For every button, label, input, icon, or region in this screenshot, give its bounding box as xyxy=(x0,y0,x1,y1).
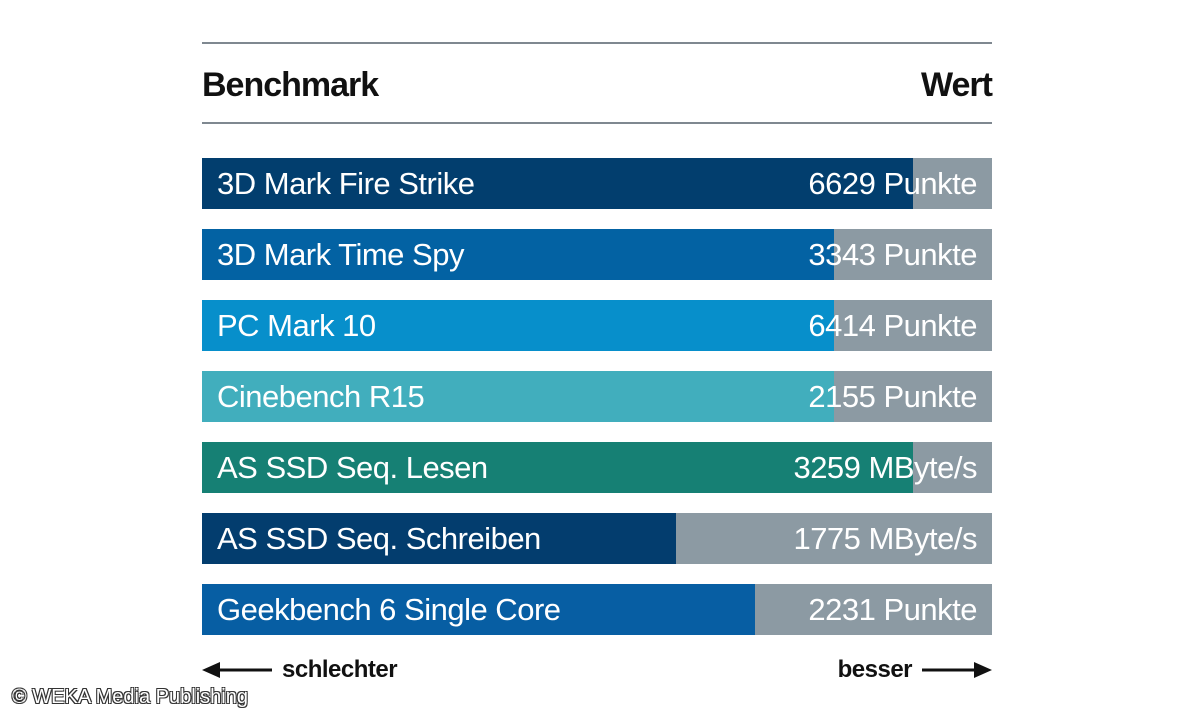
arrow-right-icon xyxy=(922,662,992,678)
bar-label: 3D Mark Time Spy xyxy=(217,236,464,272)
bars-container: 3D Mark Fire Strike 6629 Punkte 3D Mark Ti… xyxy=(202,158,992,635)
chart-header: Benchmark Wert xyxy=(202,44,993,122)
bar-row: Cinebench R15 2155 Punkte xyxy=(202,371,992,422)
bar-fill xyxy=(202,513,676,564)
bar-value: 1775 MByte/s xyxy=(793,520,977,556)
footer-legend: schlechter besser xyxy=(202,652,992,688)
benchmark-chart: Benchmark Wert 3D Mark Fire Strike 6629 P… xyxy=(202,42,993,655)
arrow-left-icon xyxy=(202,662,272,678)
bar-row: PC Mark 10 6414 Punkte xyxy=(202,300,992,351)
header-benchmark: Benchmark xyxy=(202,65,379,104)
bar-fill xyxy=(202,442,913,493)
bar-value: 2155 Punkte xyxy=(808,378,977,414)
bar-label: Cinebench R15 xyxy=(217,378,425,414)
header-wert: Wert xyxy=(921,65,993,104)
bar-row: Geekbench 6 Single Core 2231 Punkte xyxy=(202,584,992,635)
worse-label: schlechter xyxy=(282,656,398,683)
bar-row: AS SSD Seq. Schreiben 1775 MByte/s xyxy=(202,513,992,564)
bar-row: 3D Mark Fire Strike 6629 Punkte xyxy=(202,158,992,209)
copyright-watermark: © WEKA Media Publishing xyxy=(12,686,248,708)
bar-fill xyxy=(202,371,834,422)
bar-value: 2231 Punkte xyxy=(808,591,977,627)
bar-label: 3D Mark Fire Strike xyxy=(217,165,475,201)
bar-label: Geekbench 6 Single Core xyxy=(217,591,561,627)
worse-indicator: schlechter xyxy=(202,652,398,688)
better-label: besser xyxy=(837,656,913,683)
bar-label: AS SSD Seq. Lesen xyxy=(217,449,488,485)
bar-fill xyxy=(202,229,834,280)
bar-value: 6629 Punkte xyxy=(808,165,977,201)
bar-label: AS SSD Seq. Schreiben xyxy=(217,520,541,556)
bar-fill xyxy=(202,300,834,351)
bar-value: 6414 Punkte xyxy=(808,307,977,343)
bar-row: 3D Mark Time Spy 3343 Punkte xyxy=(202,229,992,280)
bar-value: 3259 MByte/s xyxy=(793,449,977,485)
header-rule xyxy=(202,122,992,124)
top-rule xyxy=(202,42,992,44)
bar-fill xyxy=(202,584,755,635)
bar-label: PC Mark 10 xyxy=(217,307,376,343)
bar-fill xyxy=(202,158,913,209)
better-indicator: besser xyxy=(838,652,992,688)
bar-row: AS SSD Seq. Lesen 3259 MByte/s xyxy=(202,442,992,493)
bar-value: 3343 Punkte xyxy=(808,236,977,272)
